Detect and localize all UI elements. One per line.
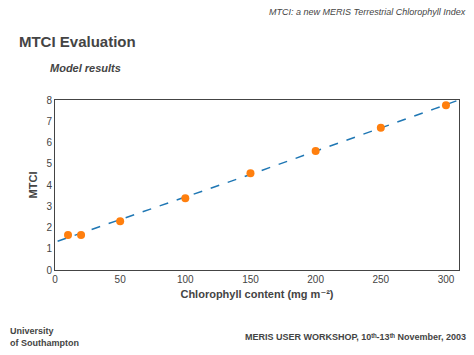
svg-text:250: 250 [372, 274, 389, 285]
svg-text:MTCI Evaluation: MTCI Evaluation [19, 33, 136, 50]
svg-text:7: 7 [46, 116, 52, 127]
svg-text:Model results: Model results [50, 62, 121, 74]
svg-text:300: 300 [438, 274, 455, 285]
svg-text:8: 8 [46, 95, 52, 106]
svg-text:0: 0 [46, 265, 52, 276]
svg-text:1: 1 [46, 243, 52, 254]
svg-text:4: 4 [46, 180, 52, 191]
svg-text:Universityof Southampton: Universityof Southampton [10, 326, 79, 348]
svg-text:100: 100 [177, 274, 194, 285]
svg-text:200: 200 [307, 274, 324, 285]
svg-text:MTCI: MTCI [27, 172, 39, 199]
svg-text:6: 6 [46, 137, 52, 148]
svg-text:50: 50 [115, 274, 127, 285]
svg-text:2: 2 [46, 222, 52, 233]
svg-text:Chlorophyll content (mg m⁻²): Chlorophyll content (mg m⁻²) [180, 288, 333, 300]
svg-text:5: 5 [46, 158, 52, 169]
svg-text:MERIS USER WORKSHOP, 10ᵗʰ-13ᵗʰ: MERIS USER WORKSHOP, 10ᵗʰ-13ᵗʰ November,… [245, 332, 466, 342]
svg-text:0: 0 [52, 274, 58, 285]
svg-text:150: 150 [242, 274, 259, 285]
svg-text:3: 3 [46, 201, 52, 212]
svg-text:MTCI: a new MERIS Terrestrial: MTCI: a new MERIS Terrestrial Chlorophyl… [269, 7, 466, 17]
